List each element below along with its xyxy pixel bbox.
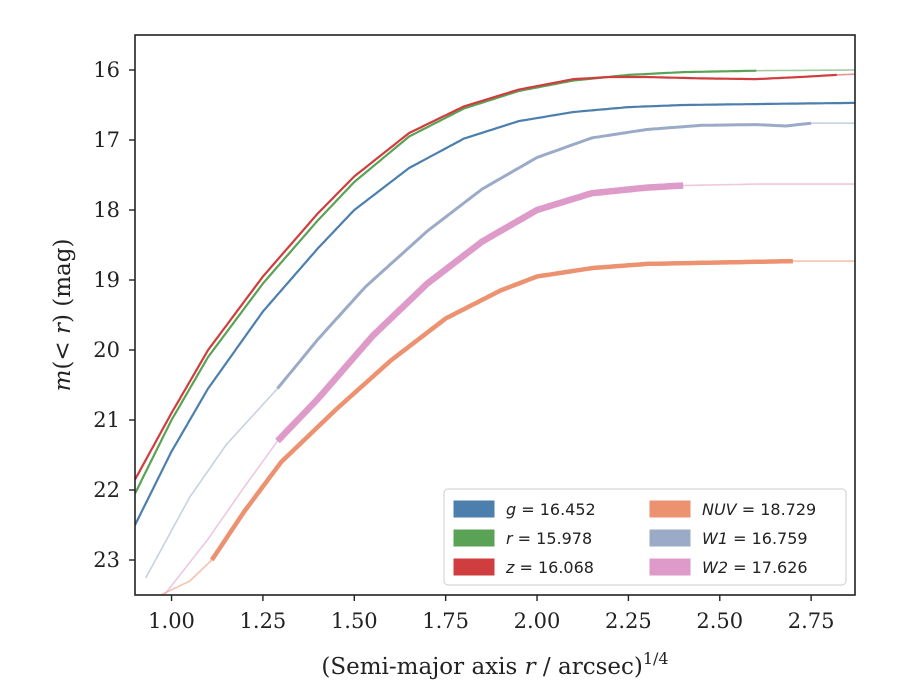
y-tick-label: 21	[93, 408, 120, 432]
series-g-extrapolated-line	[135, 102, 855, 526]
series-z-extrapolated-line	[135, 73, 855, 481]
y-axis-ticks: 16 17 18 19 20 21 22 23	[93, 58, 135, 572]
legend-swatch-w1	[649, 529, 691, 547]
curves-layer	[135, 69, 855, 595]
legend-label-nuv: NUV = 18.729	[702, 500, 816, 519]
y-tick-label: 19	[93, 268, 120, 292]
legend-label-z: z = 16.068	[505, 558, 594, 577]
legend-swatch-w2	[649, 558, 691, 576]
series-w2-measured-line	[275, 182, 684, 444]
y-axis-label: m(< r) (mag)	[50, 239, 76, 392]
legend-swatch-r	[453, 529, 495, 547]
legend-label-g: g = 16.452	[506, 500, 596, 519]
series-z-measured-line	[135, 73, 837, 481]
legend-box	[443, 488, 847, 586]
x-tick-label: 2.25	[605, 609, 652, 633]
y-tick-label: 22	[93, 478, 120, 502]
series-r-extrapolated-line	[135, 69, 855, 495]
legend-label-w2: W2 = 17.626	[702, 558, 808, 577]
series-w1-measured-line	[276, 121, 812, 390]
y-tick-label: 23	[93, 548, 120, 572]
legend-label-w1: W1 = 16.759	[702, 529, 808, 548]
x-tick-label: 2.00	[514, 609, 561, 633]
legend-label-r: r = 15.978	[506, 529, 592, 548]
series-nuv-measured-line	[209, 258, 793, 562]
x-axis-label: (Semi-major axis r / arcsec)1/4	[321, 649, 668, 680]
x-axis-ticks: 1.00 1.25 1.50 1.75 2.00 2.25 2.50 2.75	[148, 595, 835, 633]
y-tick-label: 16	[93, 58, 120, 82]
x-tick-label: 1.75	[422, 609, 469, 633]
y-tick-label: 20	[93, 338, 120, 362]
x-tick-label: 2.50	[696, 609, 743, 633]
legend-swatch-nuv	[649, 500, 691, 518]
y-tick-label: 17	[93, 128, 120, 152]
y-tick-label: 18	[93, 198, 120, 222]
x-tick-label: 1.50	[331, 609, 378, 633]
series-r-measured-line	[135, 69, 757, 494]
legend-swatch-g	[453, 500, 495, 518]
x-tick-label: 1.25	[240, 609, 287, 633]
x-tick-label: 2.75	[788, 609, 835, 633]
x-tick-label: 1.00	[148, 609, 195, 633]
legend-swatch-z	[453, 558, 495, 576]
plot-frame	[134, 34, 856, 596]
series-g-measured-line	[135, 101, 855, 526]
legend: g = 16.452 r = 15.978 z = 16.068 NUV = 18.7…	[443, 488, 847, 586]
